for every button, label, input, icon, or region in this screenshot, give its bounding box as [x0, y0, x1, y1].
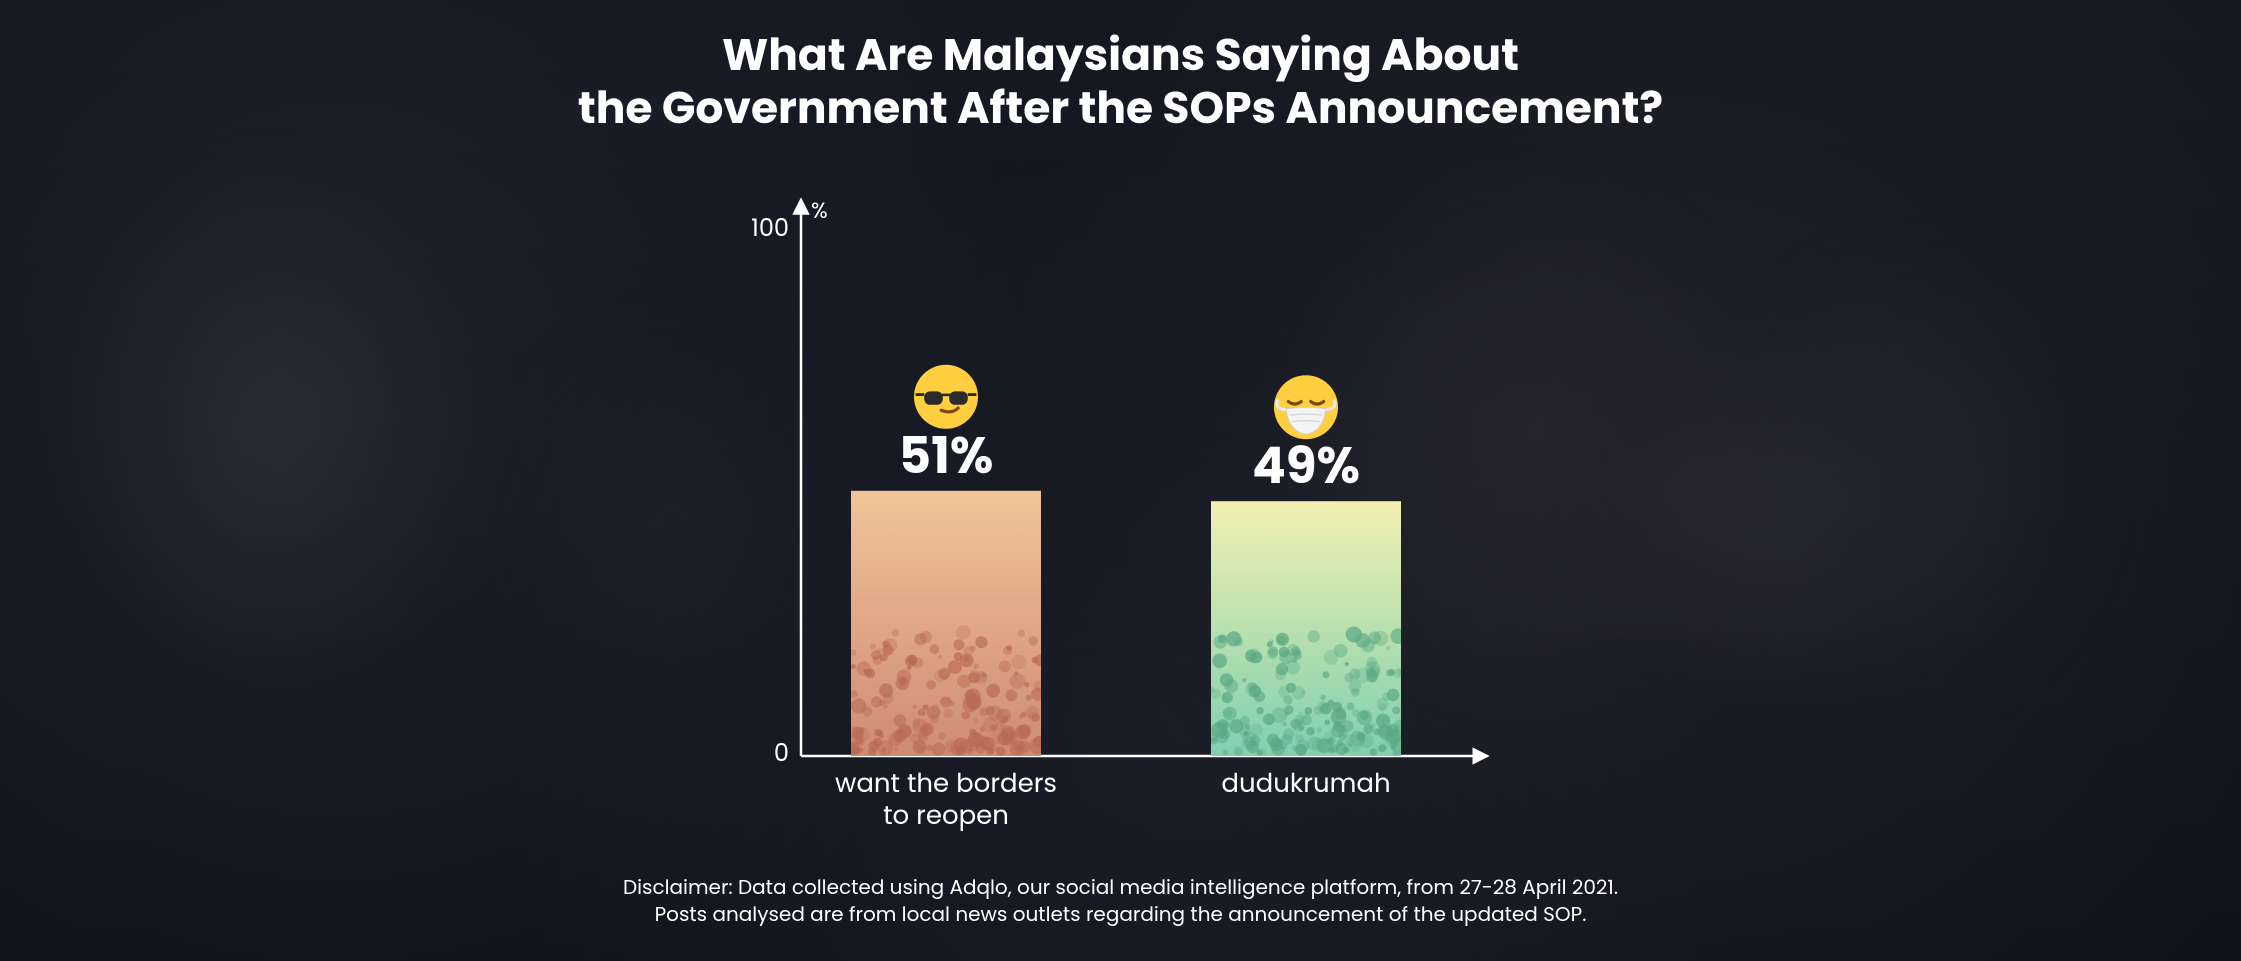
bar-label-1-line1: dudukrumah [1221, 766, 1390, 802]
mask-emoji-icon [1274, 375, 1338, 439]
title-line-2: the Government After the SOPs Announceme… [578, 78, 1663, 139]
bar-label-0-line1: want the borders [835, 766, 1057, 802]
cool-emoji-icon [914, 364, 978, 428]
bar-0: 51% want the bordersto reopen [835, 364, 1057, 833]
bar-chart: 100 0 % 51% want the bordersto reopen 49% d… [711, 156, 1531, 856]
content-layer: What Are Malaysians Saying About the Gov… [0, 0, 2241, 961]
bar-value-1: 49% [1251, 430, 1359, 501]
disclaimer: Disclaimer: Data collected using Adqlo, … [623, 874, 1618, 928]
bar-label-0-line2: to reopen [883, 798, 1009, 834]
disclaimer-line-2: Posts analysed are from local news outle… [655, 900, 1587, 928]
bars-group: 51% want the bordersto reopen 49% dudukruma… [835, 364, 1407, 833]
ytick-bottom: 0 [773, 737, 788, 770]
y-unit: % [811, 195, 828, 226]
main-title: What Are Malaysians Saying About the Gov… [578, 30, 1663, 136]
disclaimer-line-1: Disclaimer: Data collected using Adqlo, … [623, 873, 1618, 901]
infographic-stage: What Are Malaysians Saying About the Gov… [0, 0, 2241, 961]
chart-svg: 100 0 % 51% want the bordersto reopen 49% d… [711, 156, 1531, 856]
bar-1: 49% dudukrumah [1208, 375, 1407, 802]
ytick-top: 100 [751, 212, 789, 245]
bar-value-0: 51% [898, 419, 993, 490]
